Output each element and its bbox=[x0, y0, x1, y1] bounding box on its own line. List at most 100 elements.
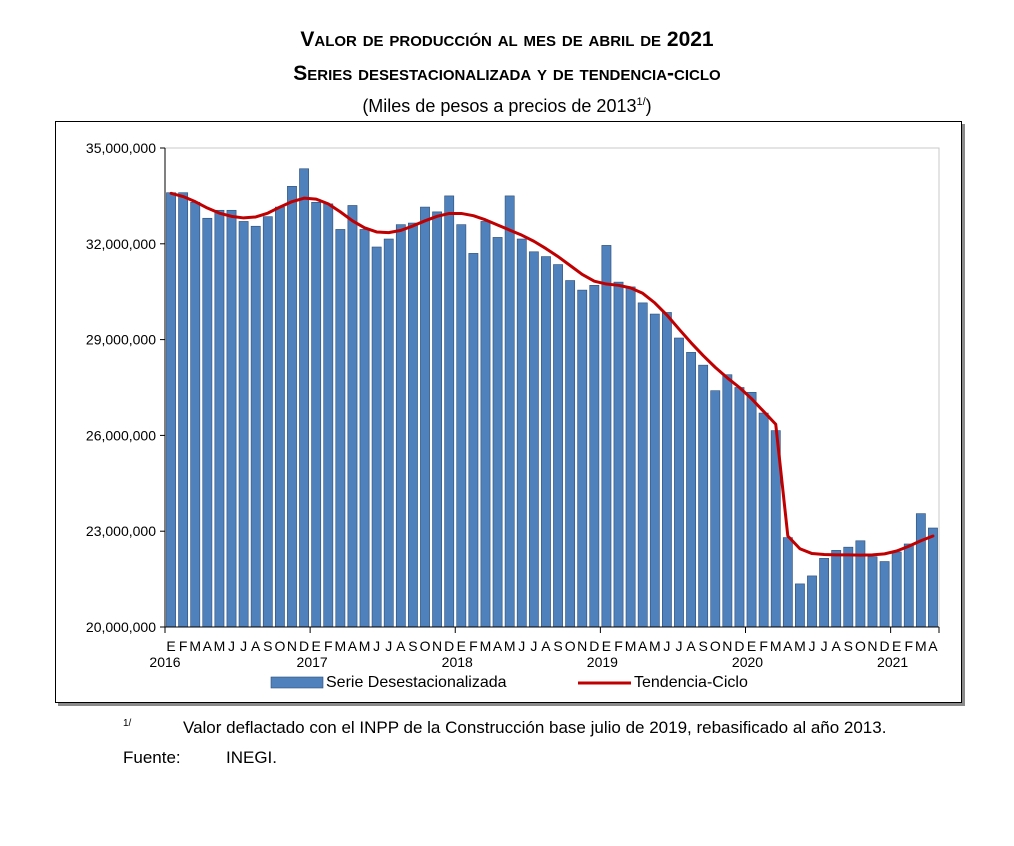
bar bbox=[178, 192, 189, 628]
bar bbox=[492, 237, 503, 628]
chart-svg: 20,000,000 23,000,000 26,000,000 29,000,000… bbox=[86, 140, 940, 691]
source-label: Fuente: bbox=[123, 748, 181, 767]
x-year-label: 2017 bbox=[297, 654, 328, 670]
bar bbox=[250, 225, 261, 628]
bar bbox=[807, 575, 817, 628]
x-month-label: N bbox=[287, 638, 297, 654]
x-month-label: J bbox=[385, 638, 392, 654]
bar bbox=[420, 206, 430, 628]
bar bbox=[928, 527, 938, 628]
x-year-label: 2020 bbox=[732, 654, 763, 670]
x-month-label: A bbox=[832, 638, 842, 654]
x-year-label: 2018 bbox=[442, 654, 473, 670]
x-month-label: A bbox=[396, 638, 406, 654]
footnote-text: Valor deflactado con el INPP de la Const… bbox=[183, 718, 887, 737]
x-month-label: J bbox=[228, 638, 235, 654]
x-month-label: E bbox=[312, 638, 321, 654]
x-month-label: M bbox=[625, 638, 637, 654]
x-month-label: D bbox=[444, 638, 454, 654]
bar bbox=[480, 221, 491, 628]
bar bbox=[287, 186, 297, 628]
x-month-label: M bbox=[794, 638, 806, 654]
bar bbox=[589, 285, 600, 628]
bar bbox=[468, 253, 479, 628]
x-year-label: 2021 bbox=[877, 654, 908, 670]
bar bbox=[577, 289, 588, 628]
bar bbox=[528, 251, 539, 628]
bar bbox=[311, 201, 322, 628]
source-value: INEGI. bbox=[226, 748, 278, 767]
x-month-label: S bbox=[699, 638, 708, 654]
bar bbox=[166, 192, 176, 628]
x-month-label: A bbox=[541, 638, 551, 654]
x-month-label: F bbox=[324, 638, 333, 654]
x-month-label: J bbox=[663, 638, 670, 654]
legend-bar-label: Serie Desestacionalizada bbox=[326, 674, 507, 691]
x-month-label: J bbox=[809, 638, 816, 654]
bar bbox=[843, 546, 854, 628]
bar bbox=[274, 206, 285, 628]
bar bbox=[202, 217, 213, 628]
x-month-label: E bbox=[892, 638, 901, 654]
x-month-label: A bbox=[348, 638, 358, 654]
bar bbox=[637, 302, 648, 628]
x-month-label: D bbox=[734, 638, 744, 654]
x-month-label: F bbox=[759, 638, 768, 654]
x-month-label: F bbox=[469, 638, 478, 654]
y-tick-label: 20,000,000 bbox=[86, 619, 156, 635]
y-tick-label: 35,000,000 bbox=[86, 140, 156, 156]
x-month-label: O bbox=[710, 638, 721, 654]
y-tick-label: 32,000,000 bbox=[86, 236, 156, 252]
x-month-label: M bbox=[189, 638, 201, 654]
bar bbox=[867, 556, 878, 628]
bar bbox=[504, 195, 515, 628]
bar bbox=[734, 387, 745, 628]
x-month-label: O bbox=[274, 638, 285, 654]
x-month-label: O bbox=[420, 638, 431, 654]
bar bbox=[335, 229, 346, 628]
x-month-label: A bbox=[203, 638, 213, 654]
x-month-label: N bbox=[432, 638, 442, 654]
x-month-label: M bbox=[915, 638, 927, 654]
x-year-label: 2019 bbox=[587, 654, 618, 670]
bar bbox=[782, 537, 793, 628]
units-suffix: ) bbox=[645, 96, 652, 116]
bar bbox=[915, 513, 926, 628]
bar bbox=[565, 280, 576, 628]
bar bbox=[238, 221, 249, 628]
bar bbox=[541, 256, 551, 628]
bar bbox=[371, 246, 382, 628]
x-month-label: F bbox=[179, 638, 188, 654]
x-month-label: A bbox=[783, 638, 793, 654]
x-month-label: A bbox=[251, 638, 261, 654]
bar bbox=[359, 229, 370, 628]
x-month-label: J bbox=[530, 638, 537, 654]
bar bbox=[553, 264, 563, 628]
units-footnote-mark: 1/ bbox=[636, 96, 646, 108]
x-month-label: M bbox=[504, 638, 516, 654]
x-month-label: O bbox=[855, 638, 866, 654]
bar bbox=[674, 337, 684, 628]
bar bbox=[347, 205, 358, 628]
bar bbox=[444, 195, 455, 628]
bar bbox=[746, 391, 757, 628]
footnote-mark: 1/ bbox=[123, 718, 132, 729]
bar bbox=[903, 543, 914, 628]
x-month-label: M bbox=[770, 638, 782, 654]
y-tick-label: 29,000,000 bbox=[86, 332, 156, 348]
x-month-label: A bbox=[928, 638, 938, 654]
chart-title: Valor de producción al mes de abril de 2… bbox=[300, 28, 714, 51]
trend-line bbox=[169, 191, 935, 557]
bar bbox=[456, 224, 467, 628]
chart-units: (Miles de pesos a precios de 20131/) bbox=[0, 96, 1014, 117]
legend-line-label: Tendencia-Ciclo bbox=[634, 674, 748, 691]
y-tick-label: 23,000,000 bbox=[86, 523, 156, 539]
chart-subtitle: Series desestacionalizada y de tendencia… bbox=[293, 62, 721, 85]
x-month-label: S bbox=[844, 638, 853, 654]
x-month-label: E bbox=[747, 638, 756, 654]
x-month-label: J bbox=[373, 638, 380, 654]
bar bbox=[395, 224, 406, 628]
bar bbox=[661, 312, 672, 628]
x-month-label: J bbox=[240, 638, 247, 654]
bar bbox=[722, 374, 733, 628]
